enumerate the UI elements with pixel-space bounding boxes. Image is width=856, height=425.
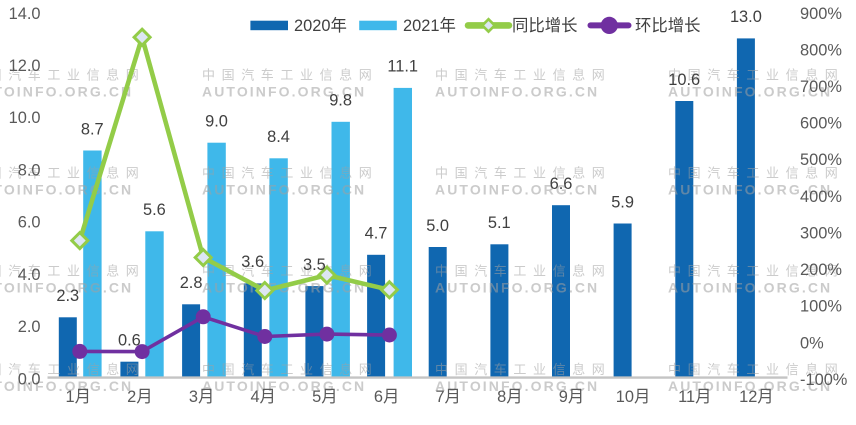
svg-text:3.5: 3.5 bbox=[303, 256, 326, 274]
svg-text:中国汽车工业信息网: 中国汽车工业信息网 bbox=[435, 166, 611, 181]
svg-text:中国汽车工业信息网: 中国汽车工业信息网 bbox=[202, 362, 378, 377]
svg-text:中国汽车工业信息网: 中国汽车工业信息网 bbox=[668, 166, 844, 181]
svg-text:5.0: 5.0 bbox=[426, 217, 449, 235]
svg-text:400%: 400% bbox=[800, 188, 842, 206]
svg-text:100%: 100% bbox=[800, 298, 842, 316]
svg-text:同比增长: 同比增长 bbox=[512, 17, 578, 35]
svg-text:7月: 7月 bbox=[435, 388, 461, 406]
svg-text:12.0: 12.0 bbox=[9, 57, 41, 75]
svg-text:中国汽车工业信息网: 中国汽车工业信息网 bbox=[202, 166, 378, 181]
svg-text:8.0: 8.0 bbox=[18, 161, 41, 179]
svg-text:中国汽车工业信息网: 中国汽车工业信息网 bbox=[668, 67, 844, 82]
svg-text:中国汽车工业信息网: 中国汽车工业信息网 bbox=[0, 264, 145, 279]
svg-text:900%: 900% bbox=[800, 5, 842, 23]
svg-text:10月: 10月 bbox=[616, 388, 651, 406]
svg-text:中国汽车工业信息网: 中国汽车工业信息网 bbox=[435, 67, 611, 82]
svg-text:AUTOINFO.ORG.CN: AUTOINFO.ORG.CN bbox=[435, 378, 599, 394]
svg-text:8.4: 8.4 bbox=[267, 128, 290, 146]
svg-text:AUTOINFO.ORG.CN: AUTOINFO.ORG.CN bbox=[668, 83, 832, 99]
svg-text:11.1: 11.1 bbox=[387, 58, 418, 76]
svg-text:3月: 3月 bbox=[189, 388, 215, 406]
svg-text:AUTOINFO.ORG.CN: AUTOINFO.ORG.CN bbox=[202, 83, 366, 99]
svg-text:AUTOINFO.ORG.CN: AUTOINFO.ORG.CN bbox=[0, 182, 133, 198]
svg-text:2.8: 2.8 bbox=[180, 274, 203, 292]
svg-text:5月: 5月 bbox=[312, 388, 338, 406]
svg-text:4.0: 4.0 bbox=[18, 266, 41, 284]
svg-text:2.0: 2.0 bbox=[18, 318, 41, 336]
svg-text:中国汽车工业信息网: 中国汽车工业信息网 bbox=[668, 362, 844, 377]
svg-text:200%: 200% bbox=[800, 261, 842, 279]
svg-text:11月: 11月 bbox=[678, 388, 711, 406]
svg-text:300%: 300% bbox=[800, 225, 842, 243]
svg-text:8.7: 8.7 bbox=[81, 120, 104, 138]
svg-text:AUTOINFO.ORG.CN: AUTOINFO.ORG.CN bbox=[0, 280, 133, 296]
svg-text:10.6: 10.6 bbox=[668, 71, 700, 89]
svg-text:AUTOINFO.ORG.CN: AUTOINFO.ORG.CN bbox=[202, 378, 366, 394]
svg-text:800%: 800% bbox=[800, 41, 842, 59]
svg-text:14.0: 14.0 bbox=[9, 5, 41, 23]
svg-text:2020年: 2020年 bbox=[294, 17, 347, 35]
svg-text:9月: 9月 bbox=[559, 388, 585, 406]
svg-text:AUTOINFO.ORG.CN: AUTOINFO.ORG.CN bbox=[668, 378, 832, 394]
svg-text:1月: 1月 bbox=[66, 388, 92, 406]
svg-text:700%: 700% bbox=[800, 78, 842, 96]
svg-text:AUTOINFO.ORG.CN: AUTOINFO.ORG.CN bbox=[668, 280, 832, 296]
svg-text:6.0: 6.0 bbox=[18, 214, 41, 232]
svg-text:10.0: 10.0 bbox=[9, 109, 41, 127]
svg-text:6月: 6月 bbox=[374, 388, 400, 406]
svg-text:2.3: 2.3 bbox=[56, 287, 79, 305]
svg-text:中国汽车工业信息网: 中国汽车工业信息网 bbox=[0, 362, 145, 377]
svg-text:AUTOINFO.ORG.CN: AUTOINFO.ORG.CN bbox=[435, 280, 599, 296]
svg-text:中国汽车工业信息网: 中国汽车工业信息网 bbox=[0, 166, 145, 181]
svg-text:9.8: 9.8 bbox=[329, 92, 352, 110]
svg-text:4月: 4月 bbox=[250, 388, 276, 406]
svg-text:环比增长: 环比增长 bbox=[635, 17, 701, 35]
svg-text:5.6: 5.6 bbox=[143, 201, 166, 219]
svg-text:6.6: 6.6 bbox=[550, 175, 573, 193]
svg-text:500%: 500% bbox=[800, 151, 842, 169]
svg-text:中国汽车工业信息网: 中国汽车工业信息网 bbox=[202, 67, 378, 82]
svg-text:8月: 8月 bbox=[497, 388, 523, 406]
svg-text:AUTOINFO.ORG.CN: AUTOINFO.ORG.CN bbox=[0, 378, 133, 394]
svg-text:0%: 0% bbox=[800, 334, 824, 352]
svg-text:5.1: 5.1 bbox=[488, 214, 511, 232]
svg-text:0.6: 0.6 bbox=[118, 332, 141, 350]
svg-text:中国汽车工业信息网: 中国汽车工业信息网 bbox=[668, 264, 844, 279]
svg-text:3.6: 3.6 bbox=[241, 253, 264, 271]
svg-text:中国汽车工业信息网: 中国汽车工业信息网 bbox=[435, 264, 611, 279]
svg-text:AUTOINFO.ORG.CN: AUTOINFO.ORG.CN bbox=[668, 182, 832, 198]
svg-text:中国汽车工业信息网: 中国汽车工业信息网 bbox=[435, 362, 611, 377]
svg-text:中国汽车工业信息网: 中国汽车工业信息网 bbox=[0, 67, 145, 82]
svg-text:600%: 600% bbox=[800, 115, 842, 133]
svg-text:0.0: 0.0 bbox=[18, 370, 41, 388]
svg-text:AUTOINFO.ORG.CN: AUTOINFO.ORG.CN bbox=[202, 182, 366, 198]
svg-text:2021年: 2021年 bbox=[403, 17, 456, 35]
svg-text:AUTOINFO.ORG.CN: AUTOINFO.ORG.CN bbox=[0, 83, 133, 99]
svg-text:AUTOINFO.ORG.CN: AUTOINFO.ORG.CN bbox=[435, 83, 599, 99]
svg-text:13.0: 13.0 bbox=[730, 8, 762, 26]
svg-text:4.7: 4.7 bbox=[365, 225, 388, 243]
svg-text:12月: 12月 bbox=[739, 388, 774, 406]
svg-text:2月: 2月 bbox=[127, 388, 153, 406]
svg-text:-100%: -100% bbox=[800, 371, 847, 389]
svg-text:5.9: 5.9 bbox=[611, 193, 634, 211]
svg-text:AUTOINFO.ORG.CN: AUTOINFO.ORG.CN bbox=[435, 182, 599, 198]
svg-text:9.0: 9.0 bbox=[205, 113, 228, 131]
